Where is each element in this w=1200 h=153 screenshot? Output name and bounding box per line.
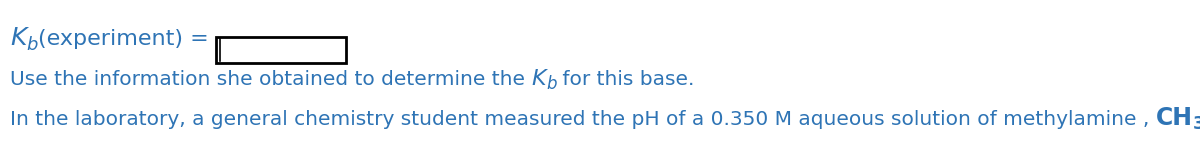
Text: CH: CH — [1156, 106, 1193, 130]
Text: for this base.: for this base. — [557, 70, 695, 89]
Text: (experiment) =: (experiment) = — [37, 29, 216, 49]
Text: 3: 3 — [1193, 115, 1200, 133]
Text: In the laboratory, a general chemistry student measured the pH of a 0.350 M aque: In the laboratory, a general chemistry s… — [10, 110, 1156, 129]
Text: K: K — [10, 26, 26, 50]
Text: Use the information she obtained to determine the: Use the information she obtained to dete… — [10, 70, 532, 89]
Text: b: b — [546, 75, 557, 93]
Text: b: b — [26, 36, 37, 54]
Text: K: K — [532, 69, 546, 89]
